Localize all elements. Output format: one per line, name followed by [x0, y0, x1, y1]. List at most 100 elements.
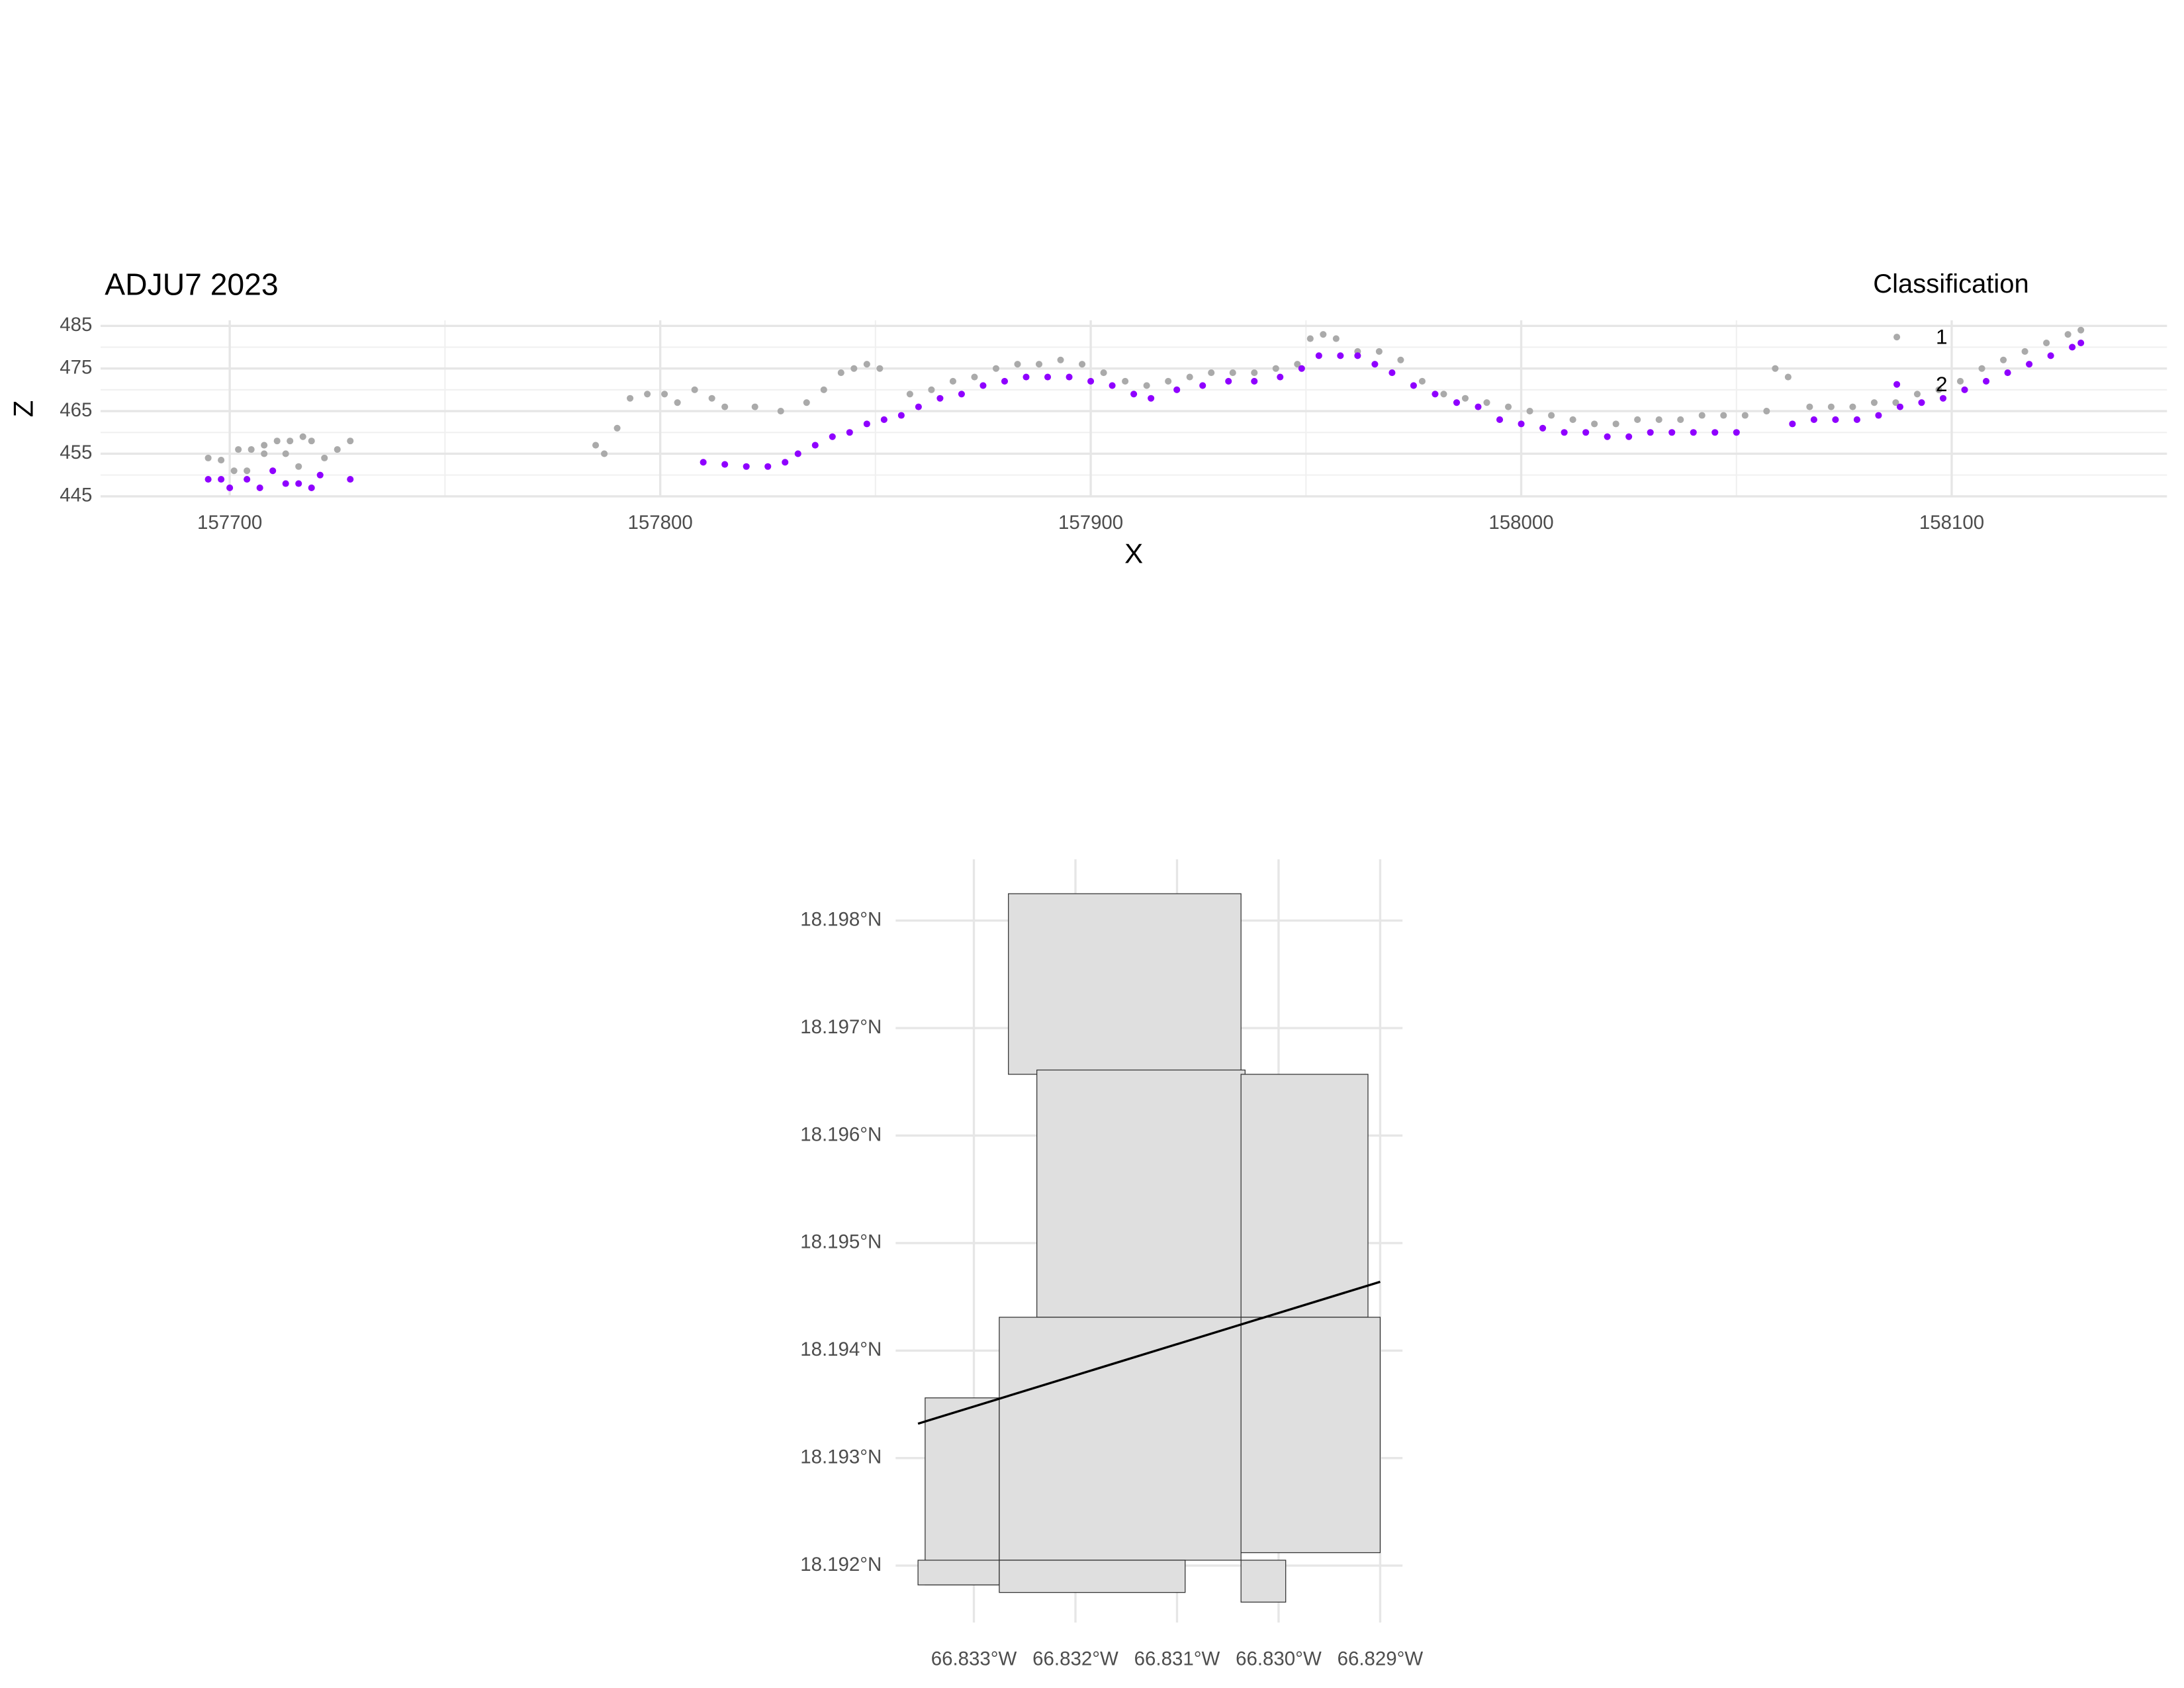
data-point [1388, 369, 1396, 377]
x-tick-label: 66.833°W [931, 1648, 1017, 1670]
data-point [1526, 408, 1533, 415]
y-tick-label: 18.197°N [800, 1016, 882, 1038]
data-point [1229, 369, 1236, 377]
data-point [936, 395, 944, 402]
data-point [1320, 331, 1327, 338]
y-axis-label: Z [7, 400, 38, 418]
data-point [1612, 420, 1619, 428]
data-point [1978, 365, 1985, 372]
data-point [282, 450, 289, 457]
data-point [1199, 382, 1206, 389]
x-tick-label: 66.829°W [1338, 1648, 1424, 1670]
data-point [1849, 403, 1856, 410]
y-tick-label: 455 [60, 442, 92, 463]
y-tick-label: 18.198°N [800, 908, 882, 930]
data-point [334, 445, 341, 453]
data-point [743, 463, 750, 470]
data-point [1057, 356, 1064, 363]
data-point [2069, 344, 2076, 351]
data-point [1634, 416, 1641, 423]
data-point [347, 438, 354, 445]
data-point [1461, 395, 1469, 402]
data-point [600, 450, 608, 457]
legend-key [1893, 381, 1901, 388]
data-point [1035, 361, 1043, 368]
data-point [1961, 386, 1968, 393]
data-point [880, 416, 887, 423]
y-tick-label: 18.195°N [800, 1231, 882, 1253]
data-point [794, 450, 801, 457]
data-point [837, 369, 844, 377]
x-tick-label: 66.831°W [1134, 1648, 1220, 1670]
data-point [1122, 377, 1129, 385]
y-tick-label: 475 [60, 356, 92, 378]
data-point [1806, 403, 1813, 410]
data-point [1109, 382, 1116, 389]
data-point [829, 433, 836, 440]
x-tick-label: 158000 [1488, 512, 1553, 534]
data-point [876, 365, 884, 372]
data-point [777, 408, 784, 415]
data-point [1410, 382, 1417, 389]
data-point [1733, 429, 1740, 436]
x-axis-label: X [1124, 538, 1143, 569]
data-point [1375, 348, 1383, 355]
data-point [820, 386, 827, 393]
data-point [1875, 412, 1882, 419]
data-point [1690, 429, 1697, 436]
data-point [949, 377, 956, 385]
data-point [1251, 377, 1258, 385]
data-point [850, 365, 858, 372]
data-point [1023, 373, 1030, 381]
data-point [1100, 369, 1107, 377]
data-point [218, 457, 225, 464]
tile [1240, 1074, 1369, 1318]
data-point [1698, 412, 1706, 419]
data-point [1539, 424, 1547, 432]
data-point [1896, 403, 1904, 410]
data-point [1143, 382, 1150, 389]
data-point [1784, 373, 1792, 381]
y-tick-label: 465 [60, 399, 92, 421]
data-point [1720, 412, 1727, 419]
data-point [2000, 356, 2007, 363]
data-point [1306, 335, 1314, 342]
data-point [1668, 429, 1676, 436]
tile [999, 1317, 1242, 1561]
data-point [1561, 429, 1568, 436]
data-point [273, 438, 281, 445]
x-tick-label: 158100 [1919, 512, 1984, 534]
data-point [1277, 373, 1284, 381]
tile [1240, 1560, 1287, 1603]
data-point [915, 403, 922, 410]
y-tick-label: 18.194°N [800, 1338, 882, 1360]
data-point [287, 438, 294, 445]
data-point [1918, 399, 1925, 406]
data-point [308, 484, 315, 491]
data-point [244, 476, 251, 483]
x-tick-label: 157900 [1058, 512, 1123, 534]
data-point [928, 386, 935, 393]
data-point [906, 391, 913, 398]
data-point [316, 471, 324, 479]
data-point [1148, 395, 1155, 402]
data-point [1453, 399, 1461, 406]
data-point [1332, 335, 1340, 342]
data-point [230, 467, 238, 475]
tile [999, 1560, 1186, 1593]
data-point [751, 403, 758, 410]
chart-title: ADJU7 2023 [105, 267, 278, 302]
data-point [1763, 408, 1770, 415]
data-point [347, 476, 354, 483]
data-point [661, 391, 668, 398]
data-point [2021, 348, 2028, 355]
data-point [1044, 373, 1052, 381]
data-point [1001, 377, 1009, 385]
data-point [1789, 420, 1796, 428]
data-point [1337, 352, 1344, 359]
data-point [644, 391, 651, 398]
data-point [1130, 391, 1138, 398]
data-point [2077, 326, 2085, 334]
data-point [256, 484, 263, 491]
data-point [992, 365, 1000, 372]
